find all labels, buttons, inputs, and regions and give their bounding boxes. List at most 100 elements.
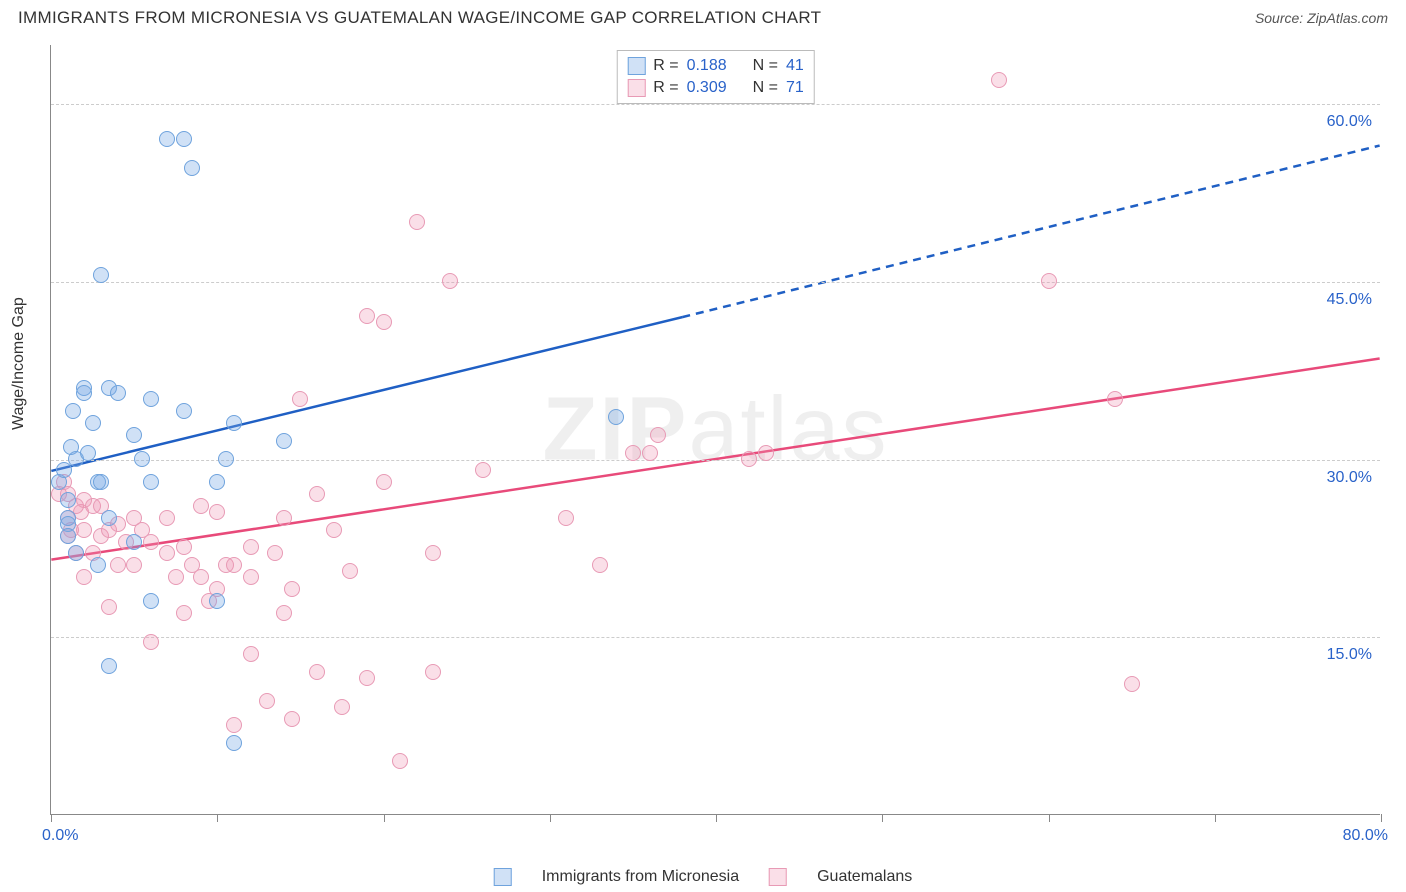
x-tick-label-min: 0.0% — [42, 827, 78, 845]
swatch-series1-bottom — [494, 868, 512, 886]
scatter-point-micronesia — [101, 658, 117, 674]
series-legend: Immigrants from Micronesia Guatemalans — [494, 868, 913, 886]
scatter-point-guatemalans — [650, 427, 666, 443]
scatter-point-micronesia — [60, 528, 76, 544]
scatter-point-guatemalans — [126, 557, 142, 573]
scatter-point-guatemalans — [284, 711, 300, 727]
scatter-point-micronesia — [143, 391, 159, 407]
scatter-point-guatemalans — [309, 486, 325, 502]
value-R-series2: 0.309 — [687, 77, 727, 99]
x-tick — [1049, 814, 1050, 822]
scatter-point-micronesia — [176, 403, 192, 419]
scatter-point-guatemalans — [1107, 391, 1123, 407]
chart-title: IMMIGRANTS FROM MICRONESIA VS GUATEMALAN… — [18, 8, 821, 28]
scatter-point-guatemalans — [143, 634, 159, 650]
scatter-point-guatemalans — [475, 462, 491, 478]
value-N-series1: 41 — [786, 55, 804, 77]
scatter-point-guatemalans — [442, 273, 458, 289]
scatter-point-micronesia — [85, 415, 101, 431]
legend-label-series2: Guatemalans — [817, 868, 912, 886]
scatter-point-guatemalans — [193, 569, 209, 585]
scatter-point-guatemalans — [276, 510, 292, 526]
chart-header: IMMIGRANTS FROM MICRONESIA VS GUATEMALAN… — [0, 0, 1406, 32]
scatter-point-micronesia — [218, 451, 234, 467]
gridline — [51, 282, 1380, 283]
scatter-point-guatemalans — [276, 605, 292, 621]
scatter-point-guatemalans — [226, 557, 242, 573]
scatter-point-guatemalans — [176, 605, 192, 621]
scatter-point-guatemalans — [741, 451, 757, 467]
scatter-point-micronesia — [93, 267, 109, 283]
scatter-point-guatemalans — [284, 581, 300, 597]
scatter-point-micronesia — [134, 451, 150, 467]
gridline — [51, 104, 1380, 105]
source-name: ZipAtlas.com — [1307, 10, 1388, 26]
label-N: N = — [753, 77, 778, 99]
y-tick-label: 45.0% — [1327, 291, 1372, 309]
scatter-point-guatemalans — [76, 569, 92, 585]
x-tick — [1215, 814, 1216, 822]
correlation-legend: R = 0.188 N = 41 R = 0.309 N = 71 — [616, 50, 815, 104]
scatter-point-guatemalans — [101, 599, 117, 615]
source-attribution: Source: ZipAtlas.com — [1255, 10, 1388, 26]
x-tick — [1381, 814, 1382, 822]
x-tick — [384, 814, 385, 822]
scatter-point-micronesia — [110, 385, 126, 401]
gridline — [51, 460, 1380, 461]
scatter-point-guatemalans — [159, 510, 175, 526]
swatch-series2 — [627, 79, 645, 97]
x-tick-label-max: 80.0% — [1343, 827, 1388, 845]
swatch-series1 — [627, 57, 645, 75]
scatter-point-guatemalans — [409, 214, 425, 230]
scatter-point-micronesia — [68, 545, 84, 561]
scatter-point-micronesia — [143, 474, 159, 490]
scatter-point-guatemalans — [376, 474, 392, 490]
scatter-point-micronesia — [126, 427, 142, 443]
scatter-point-micronesia — [76, 385, 92, 401]
scatter-point-guatemalans — [326, 522, 342, 538]
trend-lines-layer — [51, 45, 1380, 814]
value-N-series2: 71 — [786, 77, 804, 99]
scatter-point-guatemalans — [243, 646, 259, 662]
source-prefix: Source: — [1255, 10, 1307, 26]
scatter-point-micronesia — [184, 160, 200, 176]
scatter-point-guatemalans — [392, 753, 408, 769]
scatter-point-guatemalans — [176, 539, 192, 555]
scatter-point-guatemalans — [292, 391, 308, 407]
y-tick-label: 15.0% — [1327, 646, 1372, 664]
watermark-text: ZIPatlas — [542, 378, 888, 481]
scatter-point-guatemalans — [1041, 273, 1057, 289]
scatter-point-micronesia — [276, 433, 292, 449]
legend-row-series1: R = 0.188 N = 41 — [627, 55, 804, 77]
value-R-series1: 0.188 — [687, 55, 727, 77]
y-tick-label: 60.0% — [1327, 113, 1372, 131]
scatter-point-guatemalans — [642, 445, 658, 461]
scatter-point-guatemalans — [209, 504, 225, 520]
label-N: N = — [753, 55, 778, 77]
scatter-point-micronesia — [159, 131, 175, 147]
x-tick — [882, 814, 883, 822]
scatter-point-guatemalans — [592, 557, 608, 573]
scatter-point-micronesia — [209, 474, 225, 490]
scatter-point-guatemalans — [425, 545, 441, 561]
scatter-point-micronesia — [101, 510, 117, 526]
scatter-point-micronesia — [65, 403, 81, 419]
gridline — [51, 637, 1380, 638]
scatter-point-guatemalans — [259, 693, 275, 709]
label-R: R = — [653, 55, 678, 77]
scatter-point-micronesia — [608, 409, 624, 425]
scatter-point-micronesia — [226, 415, 242, 431]
scatter-point-guatemalans — [359, 670, 375, 686]
scatter-point-guatemalans — [267, 545, 283, 561]
scatter-point-micronesia — [176, 131, 192, 147]
scatter-point-guatemalans — [168, 569, 184, 585]
scatter-point-guatemalans — [334, 699, 350, 715]
scatter-point-guatemalans — [243, 539, 259, 555]
legend-row-series2: R = 0.309 N = 71 — [627, 77, 804, 99]
scatter-point-guatemalans — [625, 445, 641, 461]
y-axis-label: Wage/Income Gap — [10, 297, 28, 430]
scatter-point-guatemalans — [758, 445, 774, 461]
scatter-point-micronesia — [60, 492, 76, 508]
scatter-point-guatemalans — [76, 522, 92, 538]
scatter-point-micronesia — [126, 534, 142, 550]
